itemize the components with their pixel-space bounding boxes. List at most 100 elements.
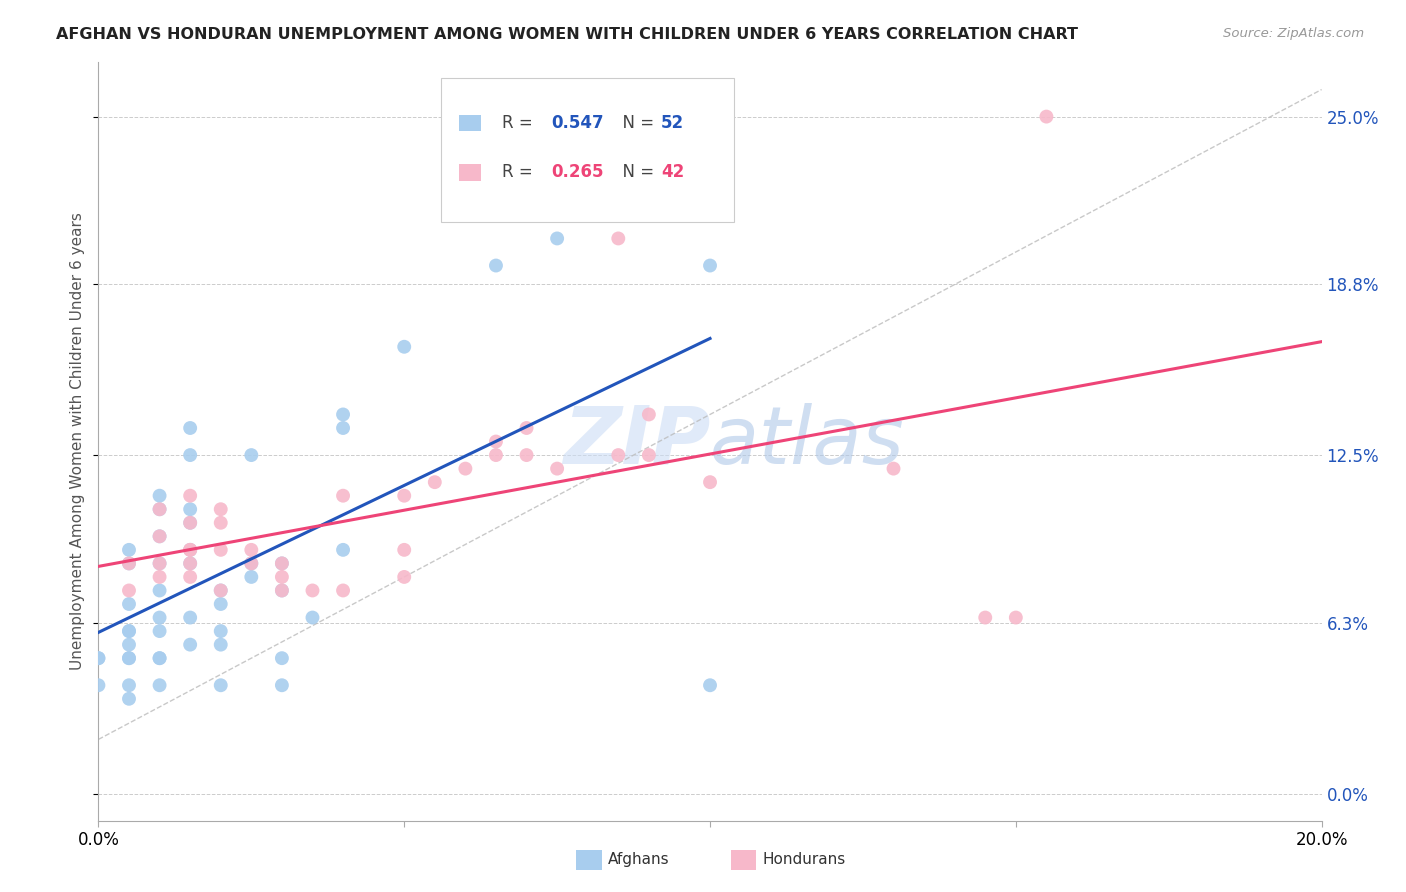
Point: [883, 461, 905, 475]
Point: [149, 678, 172, 692]
Point: [179, 421, 201, 435]
Point: [179, 516, 201, 530]
Text: AFGHAN VS HONDURAN UNEMPLOYMENT AMONG WOMEN WITH CHILDREN UNDER 6 YEARS CORRELAT: AFGHAN VS HONDURAN UNEMPLOYMENT AMONG WO…: [56, 27, 1078, 42]
Text: 0.265: 0.265: [551, 163, 603, 181]
Point: [118, 583, 141, 598]
Point: [118, 678, 141, 692]
Point: [149, 489, 172, 503]
Point: [270, 583, 292, 598]
Point: [637, 408, 661, 422]
Point: [699, 259, 721, 273]
Text: Afghans: Afghans: [607, 853, 669, 867]
Point: [270, 583, 292, 598]
Point: [179, 557, 201, 571]
Point: [149, 557, 172, 571]
Point: [699, 475, 721, 490]
Point: [392, 542, 416, 557]
Point: [149, 529, 172, 543]
Point: [332, 583, 354, 598]
Text: ZIP: ZIP: [562, 402, 710, 481]
Point: [332, 421, 354, 435]
Point: [118, 597, 141, 611]
Point: [270, 651, 292, 665]
Point: [454, 461, 477, 475]
Point: [209, 516, 232, 530]
Point: [301, 610, 323, 624]
Point: [179, 448, 201, 462]
Point: [87, 651, 110, 665]
Point: [392, 489, 416, 503]
Point: [270, 557, 292, 571]
Text: Source: ZipAtlas.com: Source: ZipAtlas.com: [1223, 27, 1364, 40]
FancyBboxPatch shape: [460, 115, 481, 131]
Point: [485, 448, 508, 462]
Point: [209, 583, 232, 598]
Text: Hondurans: Hondurans: [762, 853, 845, 867]
Point: [149, 610, 172, 624]
Point: [332, 489, 354, 503]
Point: [209, 597, 232, 611]
Point: [149, 502, 172, 516]
Text: 0.547: 0.547: [551, 114, 603, 132]
Point: [546, 461, 568, 475]
Point: [118, 691, 141, 706]
Point: [179, 638, 201, 652]
Point: [149, 651, 172, 665]
Point: [546, 231, 568, 245]
Point: [485, 434, 508, 449]
Point: [179, 489, 201, 503]
Point: [118, 651, 141, 665]
Point: [149, 557, 172, 571]
Point: [607, 231, 630, 245]
Point: [179, 610, 201, 624]
Point: [270, 678, 292, 692]
Point: [149, 570, 172, 584]
Text: R =: R =: [502, 114, 538, 132]
Point: [240, 570, 263, 584]
Point: [270, 570, 292, 584]
Point: [149, 583, 172, 598]
FancyBboxPatch shape: [441, 78, 734, 222]
Point: [392, 340, 416, 354]
Point: [209, 624, 232, 639]
Point: [118, 651, 141, 665]
Point: [699, 678, 721, 692]
Text: 42: 42: [661, 163, 685, 181]
Point: [392, 570, 416, 584]
Point: [118, 624, 141, 639]
Point: [209, 583, 232, 598]
Point: [179, 570, 201, 584]
Point: [179, 542, 201, 557]
Point: [240, 542, 263, 557]
Point: [209, 542, 232, 557]
Point: [149, 624, 172, 639]
Point: [87, 651, 110, 665]
Point: [516, 448, 538, 462]
Point: [301, 583, 323, 598]
FancyBboxPatch shape: [460, 164, 481, 181]
Text: 52: 52: [661, 114, 685, 132]
Text: N =: N =: [612, 114, 659, 132]
Point: [209, 502, 232, 516]
Point: [118, 624, 141, 639]
Point: [607, 448, 630, 462]
Point: [179, 516, 201, 530]
Point: [637, 448, 661, 462]
Point: [270, 557, 292, 571]
Point: [179, 502, 201, 516]
Point: [179, 542, 201, 557]
Y-axis label: Unemployment Among Women with Children Under 6 years: Unemployment Among Women with Children U…: [70, 212, 86, 671]
Point: [240, 448, 263, 462]
Point: [974, 610, 997, 624]
Point: [209, 638, 232, 652]
Point: [332, 542, 354, 557]
Point: [485, 259, 508, 273]
Point: [240, 557, 263, 571]
Text: N =: N =: [612, 163, 659, 181]
Point: [423, 475, 446, 490]
Point: [240, 557, 263, 571]
Point: [118, 542, 141, 557]
Point: [118, 557, 141, 571]
Point: [1035, 110, 1057, 124]
Text: atlas: atlas: [710, 402, 905, 481]
